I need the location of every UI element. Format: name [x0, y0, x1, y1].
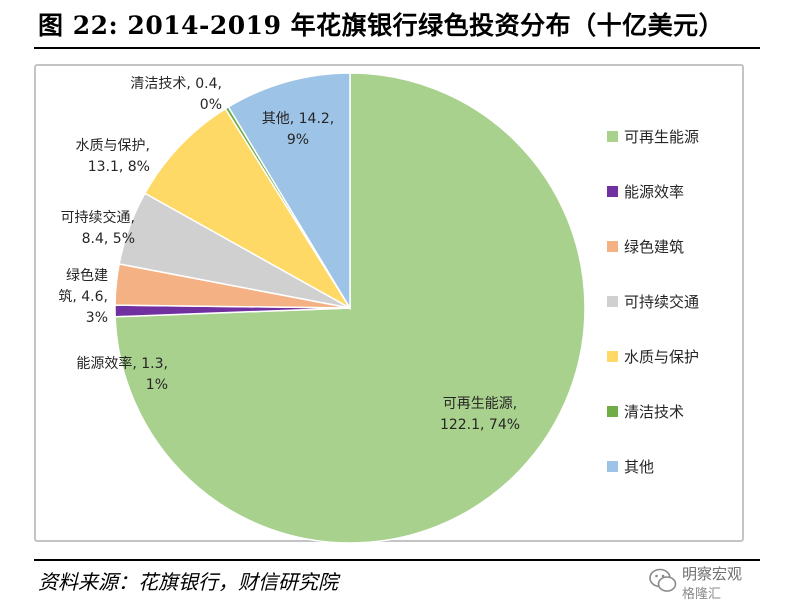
- legend-swatch: [607, 461, 618, 472]
- watermark-site: 格隆汇: [682, 587, 722, 602]
- legend-item-slice-3: 绿色建筑: [607, 238, 684, 256]
- legend-label: 绿色建筑: [624, 238, 684, 256]
- wechat-icon: [649, 568, 677, 592]
- watermark: 明察宏观 格隆汇: [646, 560, 786, 604]
- source-divider: [34, 559, 760, 561]
- legend-swatch: [607, 351, 618, 362]
- pie-slices: [114, 72, 586, 544]
- pie-slice-7: [227, 72, 351, 311]
- data-label-slice-3: 绿色建筑, 4.6, 3%: [58, 267, 108, 326]
- legend-swatch: [607, 406, 618, 417]
- data-label-slice-7: 其他, 14.2, 9%: [262, 111, 335, 148]
- chart-frame: [34, 64, 744, 542]
- data-label-slice-6: 清洁技术, 0.4, 0%: [130, 76, 222, 113]
- legend-swatch: [607, 131, 618, 142]
- pie-slice-5: [143, 107, 351, 309]
- data-label-slice-2: 能源效率, 1.3, 1%: [76, 355, 168, 393]
- figure-title: 图 22: 2014-2019 年花旗银行绿色投资分布（十亿美元）: [38, 11, 725, 40]
- legend-label: 可再生能源: [624, 128, 699, 146]
- legend-label: 水质与保护: [624, 348, 699, 366]
- legend-item-slice-7: 其他: [607, 458, 654, 476]
- data-label-slice-1: 可再生能源, 122.1, 74%: [440, 396, 520, 433]
- slice-labels: 可再生能源, 122.1, 74% 能源效率, 1.3, 1% 绿色建筑, 4.6, 3%…: [58, 76, 520, 433]
- legend-label: 能源效率: [624, 183, 684, 201]
- legend-item-slice-4: 可持续交通: [607, 293, 699, 311]
- legend-swatch: [607, 241, 618, 252]
- legend-item-slice-1: 可再生能源: [607, 128, 699, 146]
- legend-label: 可持续交通: [624, 293, 699, 311]
- legend-label: 其他: [624, 458, 654, 476]
- title-divider: [34, 47, 760, 49]
- legend-label: 清洁技术: [624, 403, 684, 421]
- legend-item-slice-5: 水质与保护: [607, 348, 699, 366]
- watermark-account: 明察宏观: [682, 565, 743, 583]
- pie-chart: 可再生能源, 122.1, 74% 能源效率, 1.3, 1% 绿色建筑, 4.6, 3%…: [58, 72, 699, 544]
- data-label-slice-4: 可持续交通, 8.4, 5%: [61, 209, 135, 247]
- legend-item-slice-2: 能源效率: [607, 183, 684, 201]
- source-note: 资料来源：花旗银行，财信研究院: [38, 570, 338, 594]
- legend-swatch: [607, 296, 618, 307]
- legend-item-slice-6: 清洁技术: [607, 403, 684, 421]
- legend-swatch: [607, 186, 618, 197]
- data-label-slice-5: 水质与保护, 13.1, 8%: [76, 138, 150, 175]
